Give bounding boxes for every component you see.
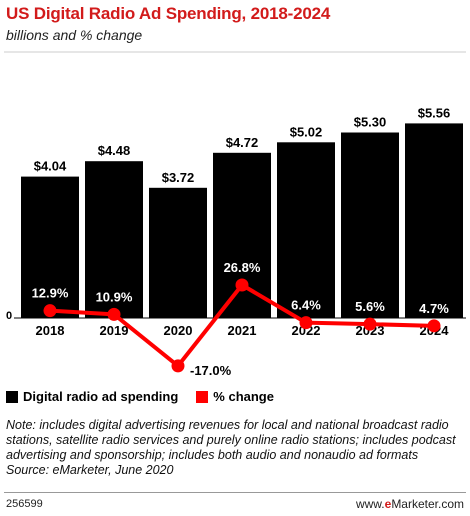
bar-value-label: $4.48 — [98, 143, 131, 158]
pct-change-label: -17.0% — [190, 363, 232, 378]
pct-change-label: 4.7% — [419, 301, 449, 316]
bar-2019 — [85, 161, 143, 318]
source-text: Source: eMarketer, June 2020 — [6, 463, 174, 477]
legend-swatch-bar — [6, 390, 18, 403]
chart-id: 256599 — [6, 498, 43, 510]
legend-item-bar: Digital radio ad spending — [6, 389, 178, 404]
bar-value-label: $3.72 — [162, 170, 195, 185]
pct-change-label: 10.9% — [96, 289, 133, 304]
pct-change-point — [107, 307, 121, 321]
x-tick-label: 2019 — [100, 323, 129, 338]
bar-2022 — [277, 142, 335, 318]
bar-value-label: $4.72 — [226, 135, 259, 150]
pct-change-point — [43, 304, 57, 318]
pct-change-point — [171, 359, 185, 373]
brand-e: e — [384, 497, 392, 511]
chart-note: Note: includes digital advertising reven… — [6, 418, 464, 478]
pct-change-point — [299, 316, 313, 330]
bar-2018 — [21, 176, 79, 318]
bar-2023 — [341, 132, 399, 318]
bar-2021 — [213, 152, 271, 318]
bar-value-label: $5.02 — [290, 124, 323, 139]
bar-value-label: $4.04 — [34, 159, 67, 174]
bar-value-label: $5.56 — [418, 105, 451, 120]
legend-item-line: % change — [196, 389, 274, 404]
chart-title: US Digital Radio Ad Spending, 2018-2024 — [6, 4, 331, 23]
x-tick-label: 2018 — [36, 323, 65, 338]
x-tick-label: 2022 — [292, 323, 321, 338]
bar-value-label: $5.30 — [354, 115, 387, 130]
pct-change-label: 5.6% — [355, 299, 385, 314]
legend-label-bar: Digital radio ad spending — [23, 389, 179, 404]
legend-swatch-line — [196, 390, 209, 403]
note-text: Note: includes digital advertising reven… — [6, 418, 456, 462]
chart-area: 0 $4.04 2018 $4.48 2019 $3.72 2020 $4.72 2021 $5.… — [4, 51, 466, 378]
brand-link[interactable]: www.eMarketer.com — [356, 497, 464, 511]
x-tick-label: 2020 — [164, 323, 193, 338]
legend-label-line: % change — [213, 389, 274, 404]
brand-rest: Marketer.com — [391, 497, 464, 511]
pct-change-label: 12.9% — [32, 286, 69, 301]
pct-change-point — [363, 317, 377, 331]
footer-divider — [4, 492, 466, 493]
chart-subtitle: billions and % change — [6, 27, 143, 43]
brand-prefix: www. — [355, 497, 385, 511]
bar-2020 — [149, 187, 207, 318]
pct-change-point — [235, 278, 249, 292]
pct-change-point — [427, 319, 441, 333]
pct-change-label: 26.8% — [224, 260, 261, 275]
bar-2024 — [405, 123, 463, 319]
legend: Digital radio ad spending % change — [6, 389, 292, 404]
pct-change-label: 6.4% — [291, 298, 321, 313]
x-tick-label: 2021 — [228, 323, 257, 338]
y-zero-label: 0 — [6, 310, 12, 322]
